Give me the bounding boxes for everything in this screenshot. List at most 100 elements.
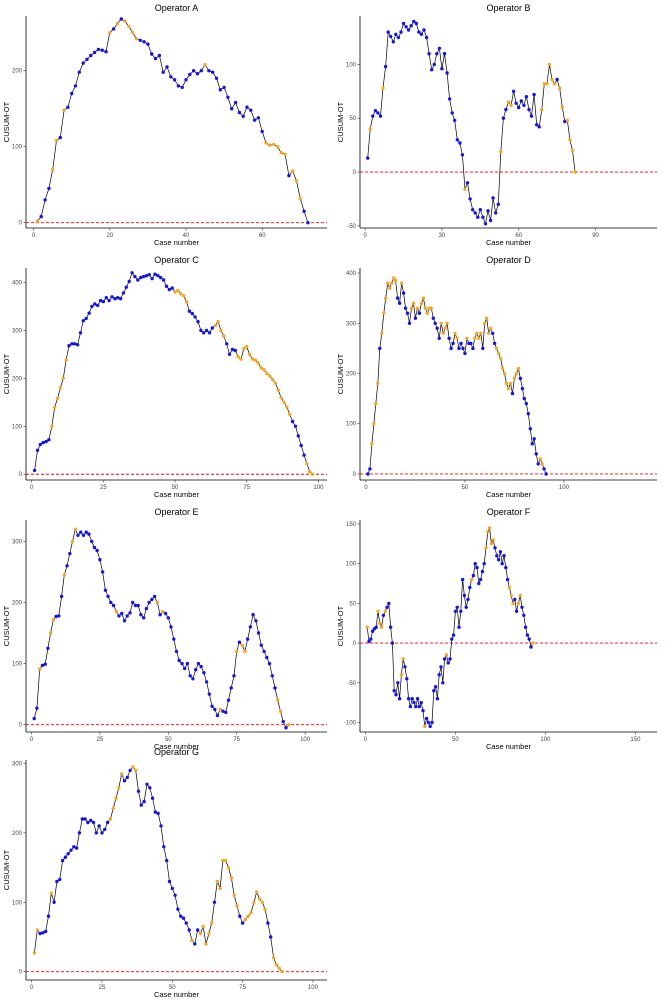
data-point — [370, 629, 375, 633]
data-point — [382, 311, 386, 315]
data-point — [138, 38, 142, 42]
data-point — [540, 462, 544, 466]
data-point — [442, 657, 447, 661]
data-point — [392, 276, 396, 280]
data-point — [134, 37, 139, 41]
data-point — [505, 577, 510, 582]
data-point — [169, 625, 173, 629]
data-point — [70, 539, 75, 544]
data-point — [161, 609, 165, 614]
data-point — [458, 141, 462, 145]
data-point — [159, 824, 163, 828]
data-point — [119, 772, 124, 776]
data-point — [90, 304, 94, 309]
data-point — [500, 366, 505, 371]
data-point — [167, 879, 172, 884]
data-point — [148, 786, 152, 790]
data-point — [473, 336, 477, 340]
data-point — [483, 222, 488, 226]
data-point — [229, 876, 234, 880]
series-line — [33, 528, 289, 729]
chart-panel-5: Operator E 0 100 200 300 0 25 50 75 100 Case numbe… — [2, 507, 327, 751]
data-point — [268, 143, 272, 147]
data-point — [229, 686, 233, 690]
data-point — [552, 82, 557, 86]
data-point — [41, 931, 45, 935]
x-tick-label: 50 — [172, 485, 179, 491]
data-point — [455, 605, 459, 609]
data-point — [265, 655, 269, 660]
data-point — [396, 35, 401, 40]
data-point — [404, 25, 408, 29]
x-axis-label: Case number — [154, 490, 200, 499]
data-point — [453, 118, 457, 123]
data-point — [100, 831, 104, 835]
data-point — [435, 52, 439, 56]
data-point — [457, 625, 461, 629]
data-point — [511, 89, 516, 94]
x-tick-label: 25 — [99, 985, 106, 991]
data-point — [249, 108, 253, 112]
data-point — [260, 129, 264, 134]
data-point — [195, 72, 200, 76]
data-point — [133, 274, 137, 279]
x-tick-label: 75 — [239, 985, 246, 991]
data-point — [447, 97, 452, 101]
data-point — [439, 665, 443, 669]
data-point — [136, 789, 141, 793]
data-point — [176, 288, 180, 293]
data-point — [516, 366, 521, 371]
data-point — [311, 472, 315, 476]
data-point — [283, 152, 287, 156]
y-tick-label: 50 — [349, 601, 356, 607]
data-point — [219, 328, 223, 333]
data-point — [403, 306, 408, 310]
x-tick-label: 75 — [233, 737, 240, 743]
data-point — [366, 472, 370, 476]
data-point — [50, 424, 54, 428]
data-point — [183, 666, 187, 671]
data-point — [538, 457, 542, 461]
data-point — [296, 434, 300, 438]
y-tick-label: 0 — [19, 723, 23, 729]
data-point — [276, 698, 280, 702]
data-point — [491, 538, 495, 542]
data-point — [66, 852, 70, 856]
data-point — [74, 846, 79, 850]
y-tick-label: -50 — [347, 681, 356, 687]
x-tick-label: 150 — [630, 737, 641, 743]
data-point — [198, 931, 203, 936]
series-line — [37, 18, 309, 223]
data-point — [108, 31, 112, 35]
x-tick-label: 40 — [183, 233, 190, 239]
data-point — [414, 704, 418, 709]
data-point — [473, 211, 477, 215]
data-point — [278, 709, 283, 713]
data-point — [77, 70, 82, 74]
data-point — [193, 942, 197, 946]
data-point — [401, 657, 405, 661]
data-point — [162, 845, 166, 849]
data-point — [514, 609, 519, 613]
data-point — [236, 355, 240, 359]
data-point — [169, 75, 173, 79]
data-point — [507, 585, 512, 590]
data-point — [509, 103, 513, 108]
data-point — [432, 689, 436, 693]
data-point — [524, 401, 528, 406]
data-point — [96, 303, 100, 308]
data-point — [80, 817, 85, 821]
data-point — [290, 419, 295, 424]
data-point — [558, 86, 562, 90]
data-point — [284, 726, 288, 730]
y-tick-label: 0 — [353, 170, 357, 176]
data-point — [415, 306, 420, 310]
x-tick-label: 100 — [540, 737, 551, 743]
data-point — [97, 824, 101, 828]
data-point — [423, 724, 427, 729]
data-point — [54, 614, 58, 619]
data-point — [401, 291, 406, 295]
data-point — [92, 50, 97, 55]
data-point — [496, 351, 501, 356]
data-point — [207, 331, 212, 335]
